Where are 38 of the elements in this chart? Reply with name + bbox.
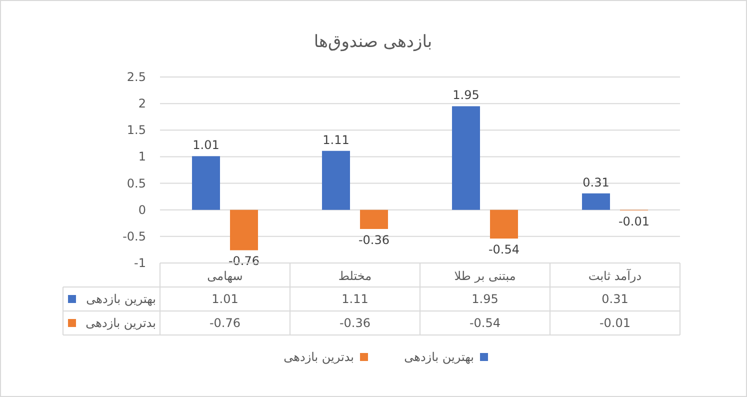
text: 1.95	[472, 292, 498, 306]
y-tick-label: 1	[138, 150, 146, 164]
y-tick-label: 2	[138, 96, 146, 111]
data-label: -0.54	[488, 242, 520, 257]
data-label: 1.01	[192, 138, 220, 152]
legend-label: بهترین بازدهی	[86, 292, 156, 306]
data-label: 0.31	[582, 175, 610, 190]
y-tick-label: 2.5	[126, 70, 146, 84]
y-tick-label: 1.5	[126, 123, 146, 138]
text: -0.36	[339, 316, 371, 330]
bar	[360, 210, 388, 229]
x-tick-label: مختلط	[338, 269, 372, 283]
text: -0.01	[599, 316, 631, 330]
x-tick-label: درآمد ثابت	[588, 268, 642, 283]
text: 1.11	[342, 292, 368, 306]
data-label: -0.01	[618, 214, 650, 228]
legend: بهترین بازدهی بدترین بازدهی	[284, 350, 488, 364]
text: 0.31	[602, 292, 628, 306]
y-tick-label: -1	[134, 256, 146, 270]
bar	[322, 150, 350, 210]
bar	[452, 106, 480, 210]
legend-label: بدترین بازدهی	[86, 316, 156, 330]
bar	[230, 210, 258, 250]
bar	[192, 156, 220, 210]
bar	[490, 210, 518, 239]
y-tick-label: 0.5	[126, 176, 146, 190]
y-tick-label: -0.5	[122, 229, 146, 244]
text: -0.76	[209, 316, 241, 330]
text: 1.01	[212, 292, 238, 306]
data-label: -0.36	[358, 232, 390, 247]
x-tick-label: سهامی	[207, 269, 243, 283]
y-tick-label: 0	[138, 202, 146, 217]
chart-title: بازدهی صندوق‌ها	[314, 32, 432, 52]
data-label: 1.11	[322, 132, 350, 147]
bar	[582, 193, 610, 210]
x-tick-label: مبتنی بر طلا	[454, 269, 516, 283]
data-label: 1.95	[452, 88, 480, 102]
text: -0.54	[469, 316, 501, 330]
